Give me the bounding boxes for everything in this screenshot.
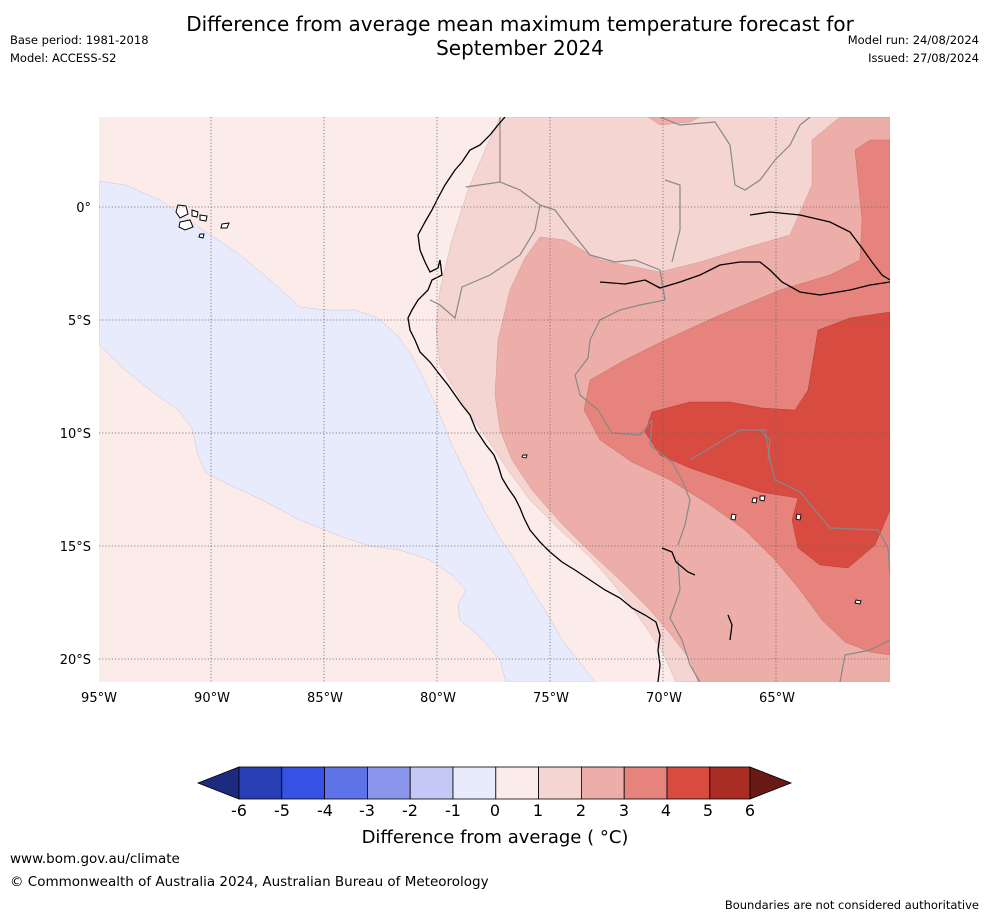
colorbar-swatch <box>409 766 454 800</box>
meta-right: Model run: 24/08/2024 Issued: 27/08/2024 <box>848 31 979 67</box>
colorbar-swatch <box>452 766 497 800</box>
colorbar-swatch <box>324 766 368 800</box>
colorbar-swatch <box>238 766 283 800</box>
colorbar-tick: -4 <box>317 801 333 820</box>
colorbar-tick: -3 <box>359 801 375 820</box>
colorbar-tick: -1 <box>445 801 461 820</box>
colorbar-swatch <box>281 766 325 800</box>
colorbar-tick: -2 <box>402 801 418 820</box>
longitude-labels: 95°W 90°W 85°W 80°W 75°W 70°W 65°W <box>81 691 795 706</box>
colorbar-tick: -5 <box>274 801 290 820</box>
lon-label: 80°W <box>420 691 456 706</box>
colorbar-tick: 4 <box>661 801 671 820</box>
colorbar-swatch <box>666 766 711 800</box>
model-text: Model: ACCESS-S2 <box>10 51 117 65</box>
lon-label: 85°W <box>307 691 343 706</box>
issued-text: Issued: 27/08/2024 <box>868 51 979 65</box>
colorbar-extend-low <box>196 766 240 800</box>
colorbar-tick: 3 <box>619 801 629 820</box>
coastline <box>407 117 890 682</box>
graticule <box>99 117 890 682</box>
lon-label: 95°W <box>81 691 117 706</box>
lat-label: 0° <box>76 201 91 216</box>
colorbar-swatch <box>581 766 625 800</box>
colorbar-label: Difference from average ( °C) <box>361 827 629 848</box>
footer-url: www.bom.gov.au/climate <box>10 851 180 867</box>
lon-label: 90°W <box>194 691 230 706</box>
colorbar <box>196 766 793 800</box>
footer-copyright: © Commonwealth of Australia 2024, Austra… <box>10 874 489 890</box>
latitude-labels: 0° 5°S 10°S 15°S 20°S <box>60 201 91 668</box>
anomaly-2-3-fill-top <box>647 117 701 126</box>
lon-label: 70°W <box>646 691 682 706</box>
colorbar-swatch <box>623 766 668 800</box>
colorbar-ticks: -6 -5 -4 -3 -2 -1 0 1 2 3 4 5 6 <box>231 801 755 820</box>
galapagos-islands <box>175 204 230 239</box>
colorbar-swatch <box>538 766 582 800</box>
country-borders <box>429 117 890 682</box>
lat-label: 5°S <box>68 314 91 329</box>
base-period-text: Base period: 1981-2018 <box>10 33 149 47</box>
colorbar-tick: 1 <box>533 801 543 820</box>
lat-label: 15°S <box>60 540 91 555</box>
colorbar-tick: 5 <box>703 801 713 820</box>
meta-left: Base period: 1981-2018 Model: ACCESS-S2 <box>10 31 149 67</box>
model-run-text: Model run: 24/08/2024 <box>847 33 979 47</box>
lon-label: 65°W <box>759 691 795 706</box>
colorbar-tick: 0 <box>490 801 500 820</box>
colorbar-swatch <box>366 766 411 800</box>
lake-islands <box>521 454 862 605</box>
lon-label: 75°W <box>533 691 569 706</box>
lat-label: 10°S <box>60 427 91 442</box>
anomaly-4-5-fill <box>644 311 890 569</box>
map-panel <box>99 117 890 682</box>
colorbar-extend-high <box>749 766 793 800</box>
colorbar-swatch <box>495 766 539 800</box>
footer-boundary-note: Boundaries are not considered authoritat… <box>724 898 979 912</box>
anomaly-neg1-0-fill <box>99 180 596 682</box>
colorbar-swatch <box>709 766 751 800</box>
colorbar-tick: 6 <box>745 801 755 820</box>
lat-label: 20°S <box>60 653 91 668</box>
colorbar-tick: 2 <box>576 801 586 820</box>
colorbar-tick: -6 <box>231 801 247 820</box>
map-title: Difference from average mean maximum tem… <box>186 12 854 60</box>
